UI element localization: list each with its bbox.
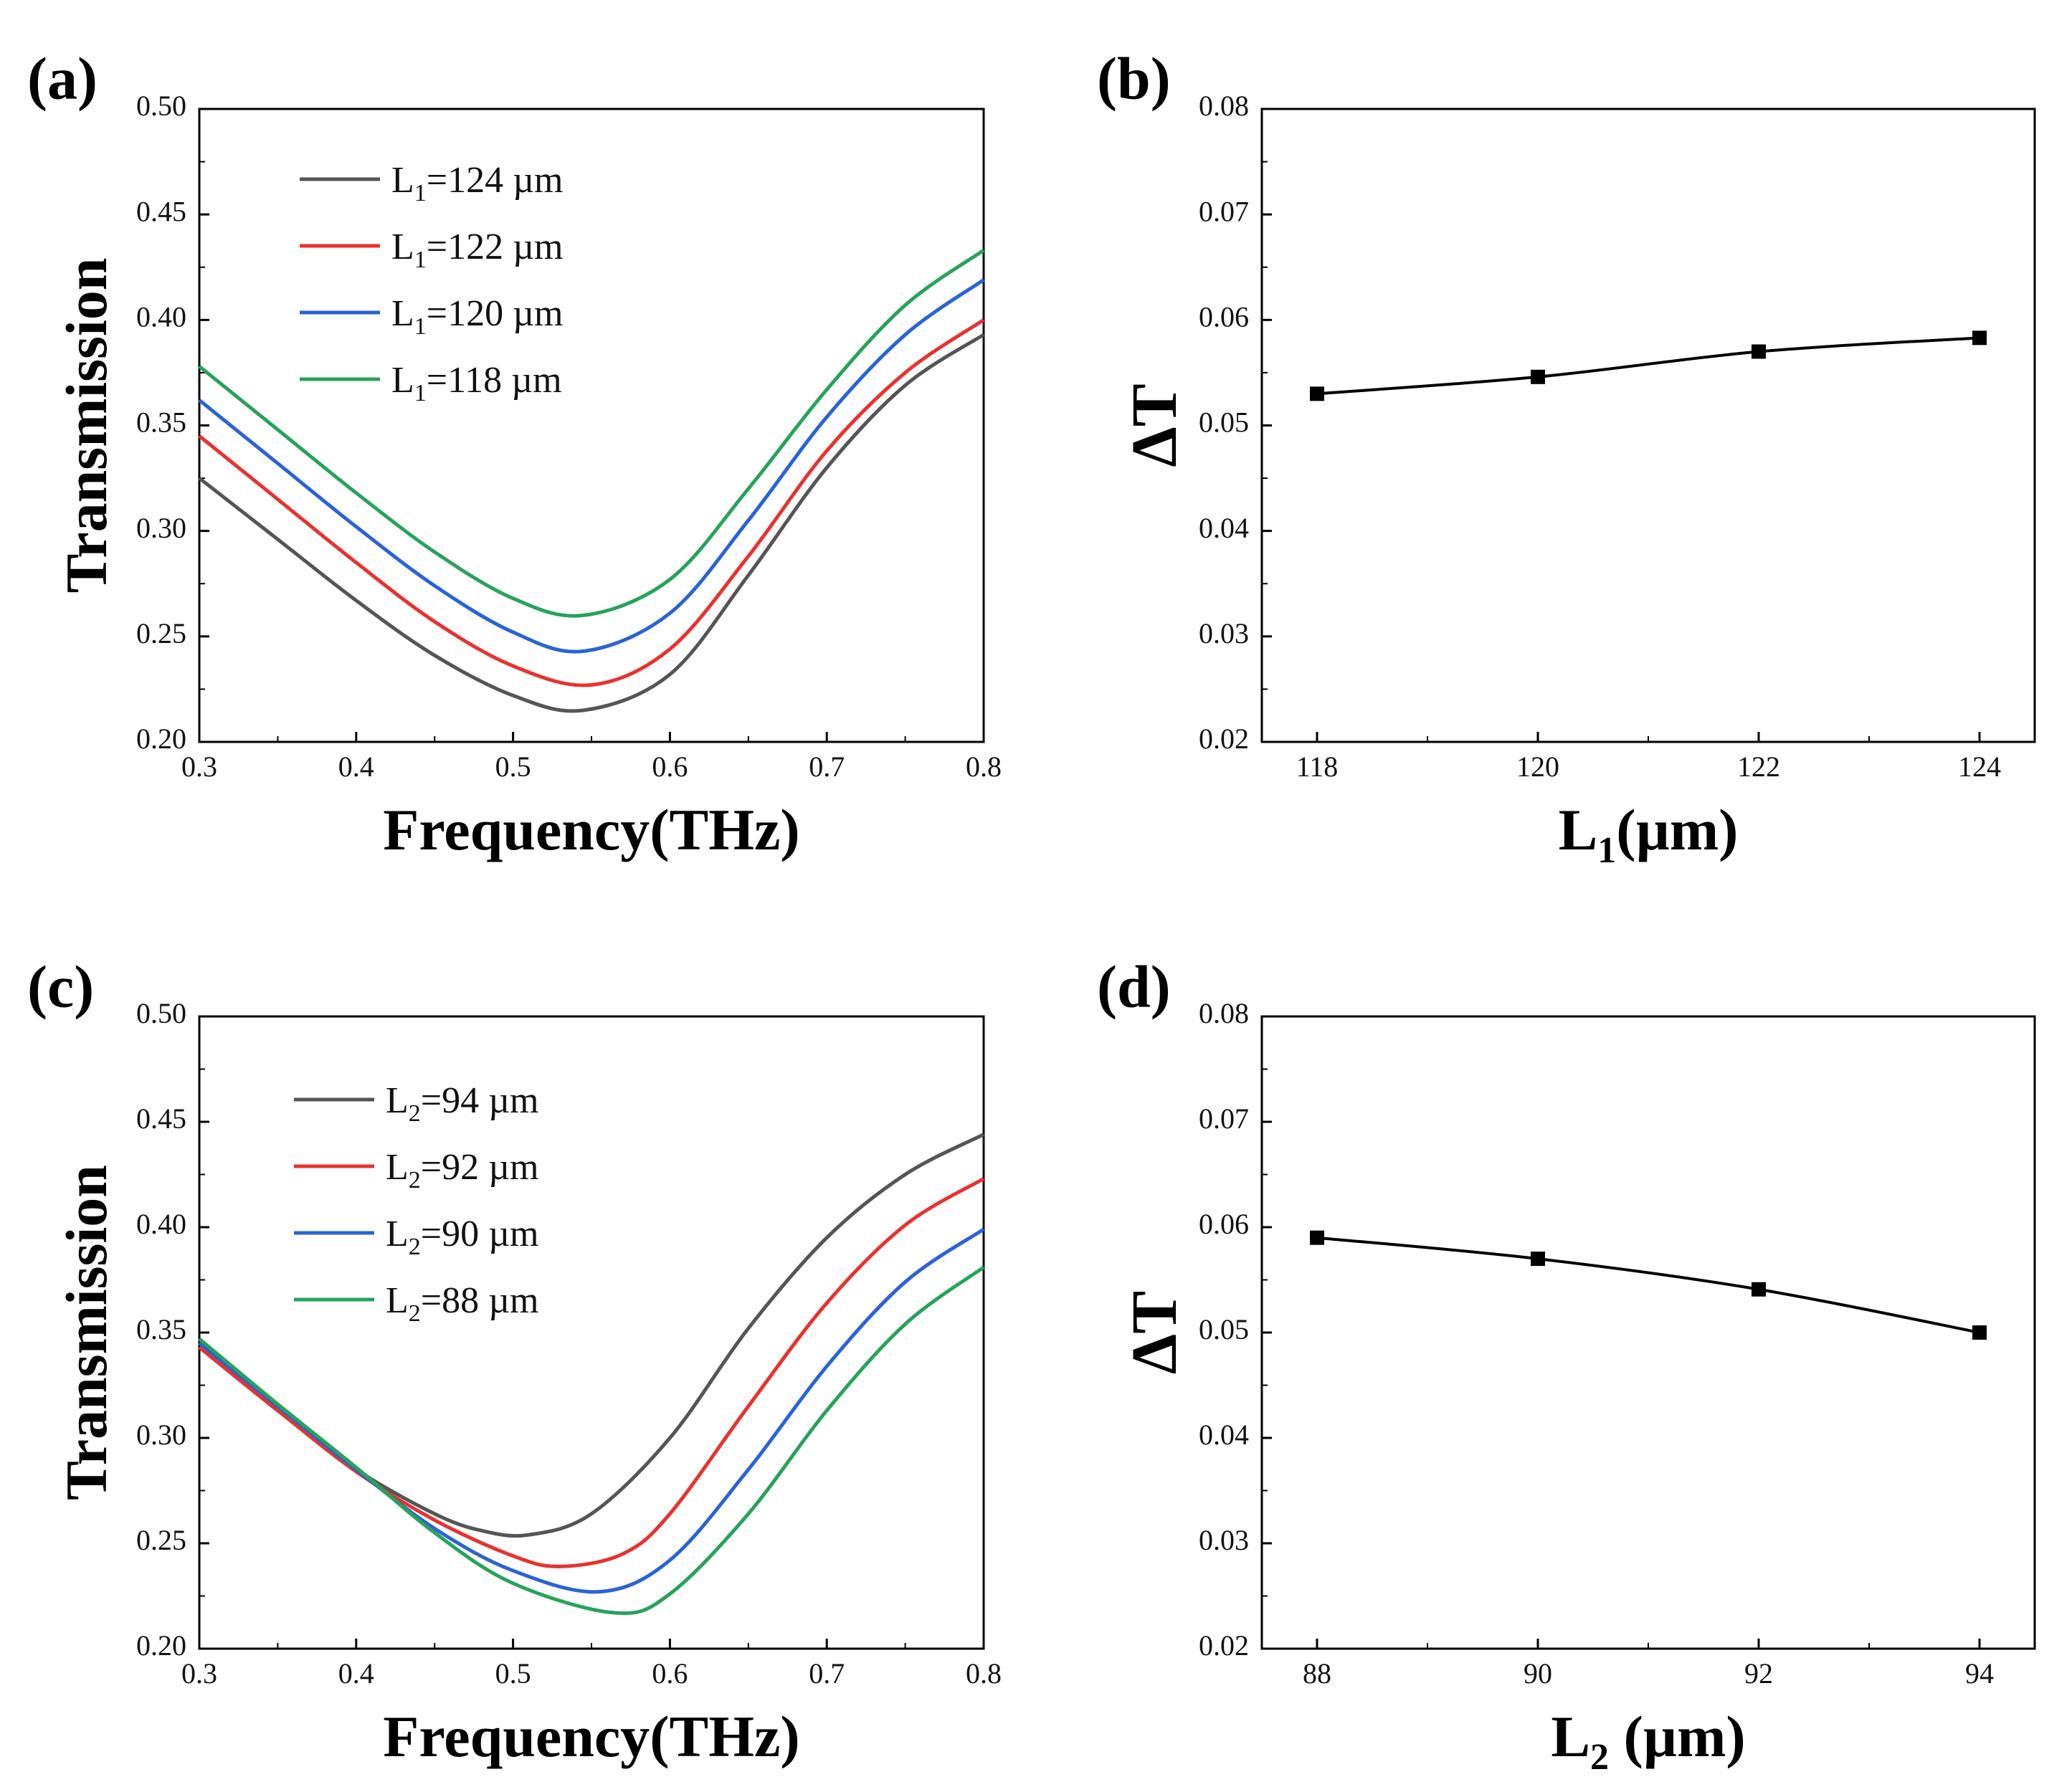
- y-tick-label: 0.35: [136, 1313, 186, 1345]
- x-tick-label: 118: [1296, 750, 1339, 783]
- x-tick-label: 94: [1965, 1657, 1994, 1690]
- series-line: [198, 1227, 985, 1594]
- y-tick-label: 0.07: [1199, 195, 1249, 227]
- legend-label: L1=122 µm: [391, 227, 564, 273]
- y-axis-title: ΔT: [1119, 1291, 1190, 1374]
- y-tick-label: 0.06: [1199, 1208, 1249, 1240]
- series-line: [198, 249, 985, 618]
- y-tick-label: 0.25: [136, 617, 186, 649]
- series-line: [198, 318, 985, 687]
- y-tick-label: 0.50: [136, 90, 186, 122]
- x-tick-label: 120: [1516, 750, 1559, 783]
- y-tick-label: 0.02: [1199, 723, 1249, 755]
- y-tick-label: 0.08: [1199, 90, 1249, 122]
- series-line: [1316, 336, 1980, 396]
- data-point: [1972, 330, 1987, 346]
- data-point: [1752, 1282, 1766, 1297]
- legend-label: L2=92 µm: [386, 1147, 539, 1193]
- plot-frame: [1260, 1015, 2036, 1650]
- x-axis-title: Frequency(THz): [383, 797, 800, 862]
- y-tick-label: 0.45: [136, 1102, 186, 1135]
- y-tick-label: 0.08: [1199, 997, 1249, 1029]
- x-tick-label: 0.5: [495, 750, 531, 783]
- y-axis-title: Transmission: [54, 1165, 119, 1500]
- legend-label: L2=90 µm: [386, 1214, 539, 1260]
- y-tick-label: 0.02: [1199, 1629, 1249, 1662]
- y-tick-label: 0.25: [136, 1524, 186, 1556]
- y-tick-label: 0.30: [136, 512, 186, 544]
- x-tick-label: 0.7: [809, 1657, 845, 1690]
- y-tick-label: 0.30: [136, 1419, 186, 1451]
- data-point: [1310, 386, 1324, 401]
- x-axis-title: Frequency(THz): [383, 1704, 800, 1769]
- data-point: [1531, 369, 1545, 384]
- x-tick-label: 88: [1303, 1657, 1331, 1690]
- x-tick-label: 0.5: [495, 1657, 531, 1690]
- x-axis-title: L1(µm): [1559, 797, 1739, 871]
- y-axis-title: ΔT: [1119, 383, 1190, 467]
- y-tick-label: 0.35: [136, 406, 186, 439]
- legend-label: L1=118 µm: [391, 360, 562, 406]
- y-tick-label: 0.20: [136, 1629, 186, 1662]
- panel-label: (a): [27, 45, 98, 112]
- x-tick-label: 122: [1737, 750, 1780, 783]
- panel-a: (a) 0.20 0.25 0.30 0.35 0.40 0.45 0.50 0.3 0.4 0.5…: [27, 45, 1002, 862]
- y-tick-label: 0.45: [136, 195, 186, 227]
- y-tick-label: 0.05: [1199, 406, 1249, 439]
- series-line: [198, 278, 985, 654]
- y-tick-label: 0.07: [1199, 1102, 1249, 1135]
- series-line: [198, 1133, 985, 1538]
- series-line: [198, 333, 985, 713]
- panel-c: (c) 0.20 0.25 0.30 0.35 0.40 0.45 0.50 0.3 0.4 0.5…: [27, 953, 1002, 1769]
- y-tick-label: 0.40: [136, 1208, 186, 1240]
- y-tick-label: 0.20: [136, 723, 186, 755]
- legend-label: L1=120 µm: [391, 293, 564, 340]
- x-tick-label: 0.8: [966, 750, 1002, 783]
- x-tick-label: 0.6: [652, 1657, 688, 1690]
- x-tick-label: 0.3: [181, 1657, 217, 1690]
- legend-label: L2=94 µm: [386, 1080, 539, 1127]
- legend-label: L1=124 µm: [391, 160, 564, 206]
- x-axis-title: L2 (µm): [1551, 1704, 1745, 1778]
- y-tick-label: 0.04: [1199, 1419, 1249, 1451]
- data-point: [1752, 344, 1766, 359]
- x-tick-label: 0.8: [966, 1657, 1002, 1690]
- series-line: [198, 1265, 985, 1615]
- panel-b: (b) 0.02 0.03 0.04 0.05 0.06 0.07 0.08 118 120 122…: [1097, 45, 2036, 871]
- panel-label: (d): [1097, 953, 1171, 1020]
- plot-frame: [1260, 108, 2036, 743]
- x-tick-label: 0.4: [338, 750, 374, 783]
- panel-d: (d) 0.02 0.03 0.04 0.05 0.06 0.07 0.08 88 90 92 94 L…: [1097, 953, 2036, 1778]
- plot-frame: [198, 1015, 985, 1650]
- x-tick-label: 0.6: [652, 750, 688, 783]
- x-tick-label: 124: [1958, 750, 2001, 783]
- y-tick-label: 0.40: [136, 301, 186, 333]
- data-point: [1310, 1230, 1324, 1245]
- x-tick-label: 92: [1744, 1657, 1773, 1690]
- y-tick-label: 0.50: [136, 997, 186, 1029]
- series-line: [198, 1177, 985, 1568]
- x-tick-label: 0.4: [338, 1657, 374, 1690]
- y-tick-label: 0.06: [1199, 301, 1249, 333]
- y-axis-title: Transmission: [54, 258, 119, 594]
- y-tick-label: 0.05: [1199, 1313, 1249, 1345]
- series-line: [1316, 1236, 1980, 1334]
- data-point: [1972, 1325, 1987, 1340]
- panel-label: (b): [1097, 45, 1171, 112]
- y-tick-label: 0.04: [1199, 512, 1249, 544]
- data-point: [1531, 1252, 1545, 1267]
- legend-label: L2=88 µm: [386, 1280, 539, 1327]
- y-tick-label: 0.03: [1199, 617, 1249, 649]
- x-tick-label: 0.7: [809, 750, 845, 783]
- x-tick-label: 0.3: [181, 750, 217, 783]
- y-tick-label: 0.03: [1199, 1524, 1249, 1556]
- panel-label: (c): [27, 953, 94, 1020]
- x-tick-label: 90: [1524, 1657, 1552, 1690]
